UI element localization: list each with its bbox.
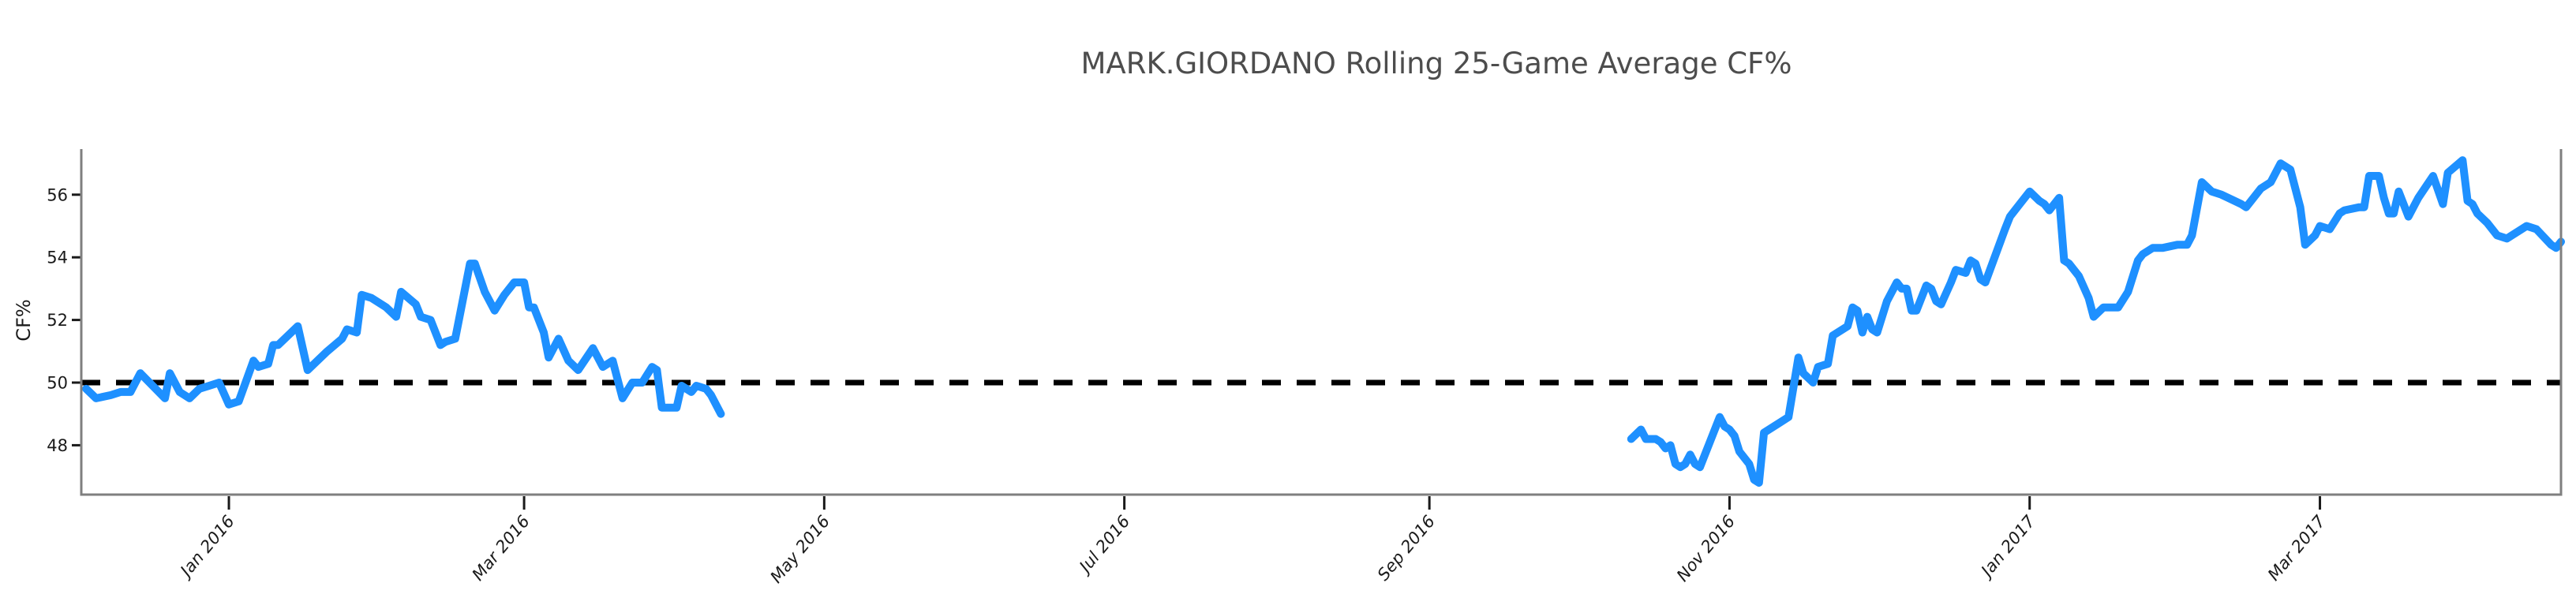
chart-title: MARK.GIORDANO Rolling 25-Game Average CF… <box>1081 47 1792 80</box>
x-tick-label: Jan 2017 <box>1975 511 2039 582</box>
x-tick-label: Mar 2016 <box>468 512 534 585</box>
x-tick-label: Jan 2016 <box>174 512 238 582</box>
y-axis-title: CF% <box>13 299 35 341</box>
y-tick-label: 48 <box>47 436 68 455</box>
plot-area: 48 50 52 54 56 Jan 2016 Mar 2016 May 2016 Jul 20… <box>47 149 2565 587</box>
y-tick-label: 50 <box>47 374 68 393</box>
y-tick-label: 54 <box>47 248 68 267</box>
x-tick-label: May 2016 <box>766 512 833 587</box>
x-tick-label: Mar 2017 <box>2264 511 2330 584</box>
y-tick-label: 52 <box>47 311 68 330</box>
x-tick-label: Sep 2016 <box>1374 512 1439 585</box>
x-tick-label: Jul 2016 <box>1074 512 1134 578</box>
y-tick-label: 56 <box>47 185 68 204</box>
x-tick-label: Nov 2016 <box>1673 512 1739 585</box>
cf-line-segment-2 <box>1627 156 2565 487</box>
cf-line-segment-1 <box>82 260 725 418</box>
